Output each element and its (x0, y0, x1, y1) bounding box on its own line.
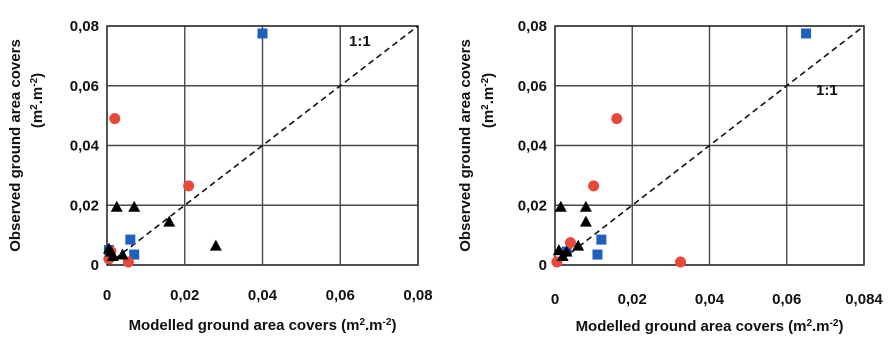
chart-right: 1:1 0 0,02 0,04 0,06 0,084 0 0,02 0,04 0,06 0,08 Mo… (457, 18, 883, 336)
y-axis-unit-sup: -2 (29, 77, 40, 86)
y-axis-unit-mid: .m (29, 87, 46, 105)
y-axis-unit-close: ) (480, 73, 497, 78)
x-tick-label: 0 (103, 287, 111, 304)
x-axis-unit-sup: -2 (830, 318, 839, 329)
x-axis-label-end: ) (391, 317, 396, 334)
data-point-circle (109, 113, 121, 125)
y-tick-label: 0,02 (518, 197, 547, 214)
x-axis-unit-sup: 2 (359, 317, 365, 328)
x-tick-label: 0,06 (326, 287, 355, 304)
y-axis-unit: (m2.m-2) (480, 73, 498, 128)
y-axis-unit-mid: .m (480, 87, 497, 105)
x-tick-label: 0,04 (695, 291, 725, 308)
x-axis-unit-sup: -2 (383, 317, 392, 328)
x-axis-label-end: ) (838, 318, 843, 335)
one-to-one-label: 1:1 (349, 33, 371, 50)
chart-left: 1:1 0 0,02 0,04 0,06 0,08 0 0,02 0,04 0,06 0,08 Mod… (7, 18, 433, 335)
y-axis-unit-close: ) (29, 73, 46, 78)
y-tick-label: 0,04 (70, 138, 100, 155)
x-axis-unit-mid: .m (365, 317, 383, 334)
y-tick-label: 0 (539, 257, 547, 274)
x-axis-unit-mid: .m (812, 318, 830, 335)
x-axis-label-main: Modelled ground area covers (m (576, 318, 807, 335)
x-axis-unit-sup: 2 (806, 318, 812, 329)
y-axis-unit-open: (m (480, 110, 497, 128)
data-point-square (801, 28, 812, 39)
data-point-square (129, 249, 140, 260)
x-axis-label-main: Modelled ground area covers (m (129, 317, 360, 334)
data-point-square (257, 28, 268, 39)
data-point-triangle (102, 242, 115, 254)
x-axis-label: Modelled ground area covers (m2.m-2) (129, 317, 397, 335)
x-tick-label: 0,04 (248, 287, 278, 304)
data-point-triangle (579, 215, 592, 227)
y-axis-unit-open: (m (29, 110, 46, 128)
one-to-one-line (106, 25, 419, 266)
data-point-circle (675, 256, 687, 268)
data-point-triangle (579, 200, 592, 212)
plot-frame (106, 25, 419, 266)
y-tick-label: 0 (91, 257, 99, 274)
plot-frame (554, 25, 865, 266)
y-tick-label: 0,02 (70, 197, 99, 214)
data-point-circle (588, 180, 600, 192)
data-point-triangle (106, 250, 119, 262)
y-axis-label: Observed ground area covers (7, 39, 24, 252)
data-point-square (596, 234, 607, 245)
y-axis-unit: (m2.m-2) (29, 73, 47, 128)
data-point-square (592, 249, 603, 260)
data-point-circle (183, 180, 195, 192)
y-tick-label: 0,06 (70, 78, 99, 95)
data-point-triangle (163, 215, 176, 227)
data-point-triangle (128, 200, 141, 212)
y-tick-label: 0,04 (518, 138, 548, 155)
y-tick-label: 0,06 (518, 78, 547, 95)
x-tick-label: 0,06 (772, 291, 801, 308)
y-axis-unit-sup: 2 (29, 104, 40, 110)
data-point-triangle (554, 200, 567, 212)
data-point-triangle (572, 239, 585, 251)
data-point-circle (564, 237, 576, 249)
one-to-one-line (554, 25, 865, 266)
y-axis-unit-sup: -2 (480, 77, 491, 86)
data-point-triangle (116, 248, 129, 260)
data-point-triangle (556, 250, 569, 262)
x-axis-label: Modelled ground area covers (m2.m-2) (576, 318, 844, 336)
data-point-square (125, 234, 136, 245)
x-tick-label: 0 (551, 291, 559, 308)
data-point-circle (611, 113, 623, 125)
data-point-triangle (110, 200, 123, 212)
y-axis-unit-sup: 2 (480, 104, 491, 110)
x-tick-label: 0,02 (170, 287, 199, 304)
x-tick-label: 0,02 (618, 291, 647, 308)
y-tick-label: 0,08 (518, 18, 547, 35)
data-point-triangle (209, 239, 222, 251)
y-axis-label: Observed ground area covers (457, 39, 474, 252)
y-tick-label: 0,08 (70, 18, 99, 35)
one-to-one-label: 1:1 (816, 82, 838, 99)
x-tick-label: 0,08 (403, 287, 432, 304)
x-tick-label: 0,084 (845, 291, 883, 308)
